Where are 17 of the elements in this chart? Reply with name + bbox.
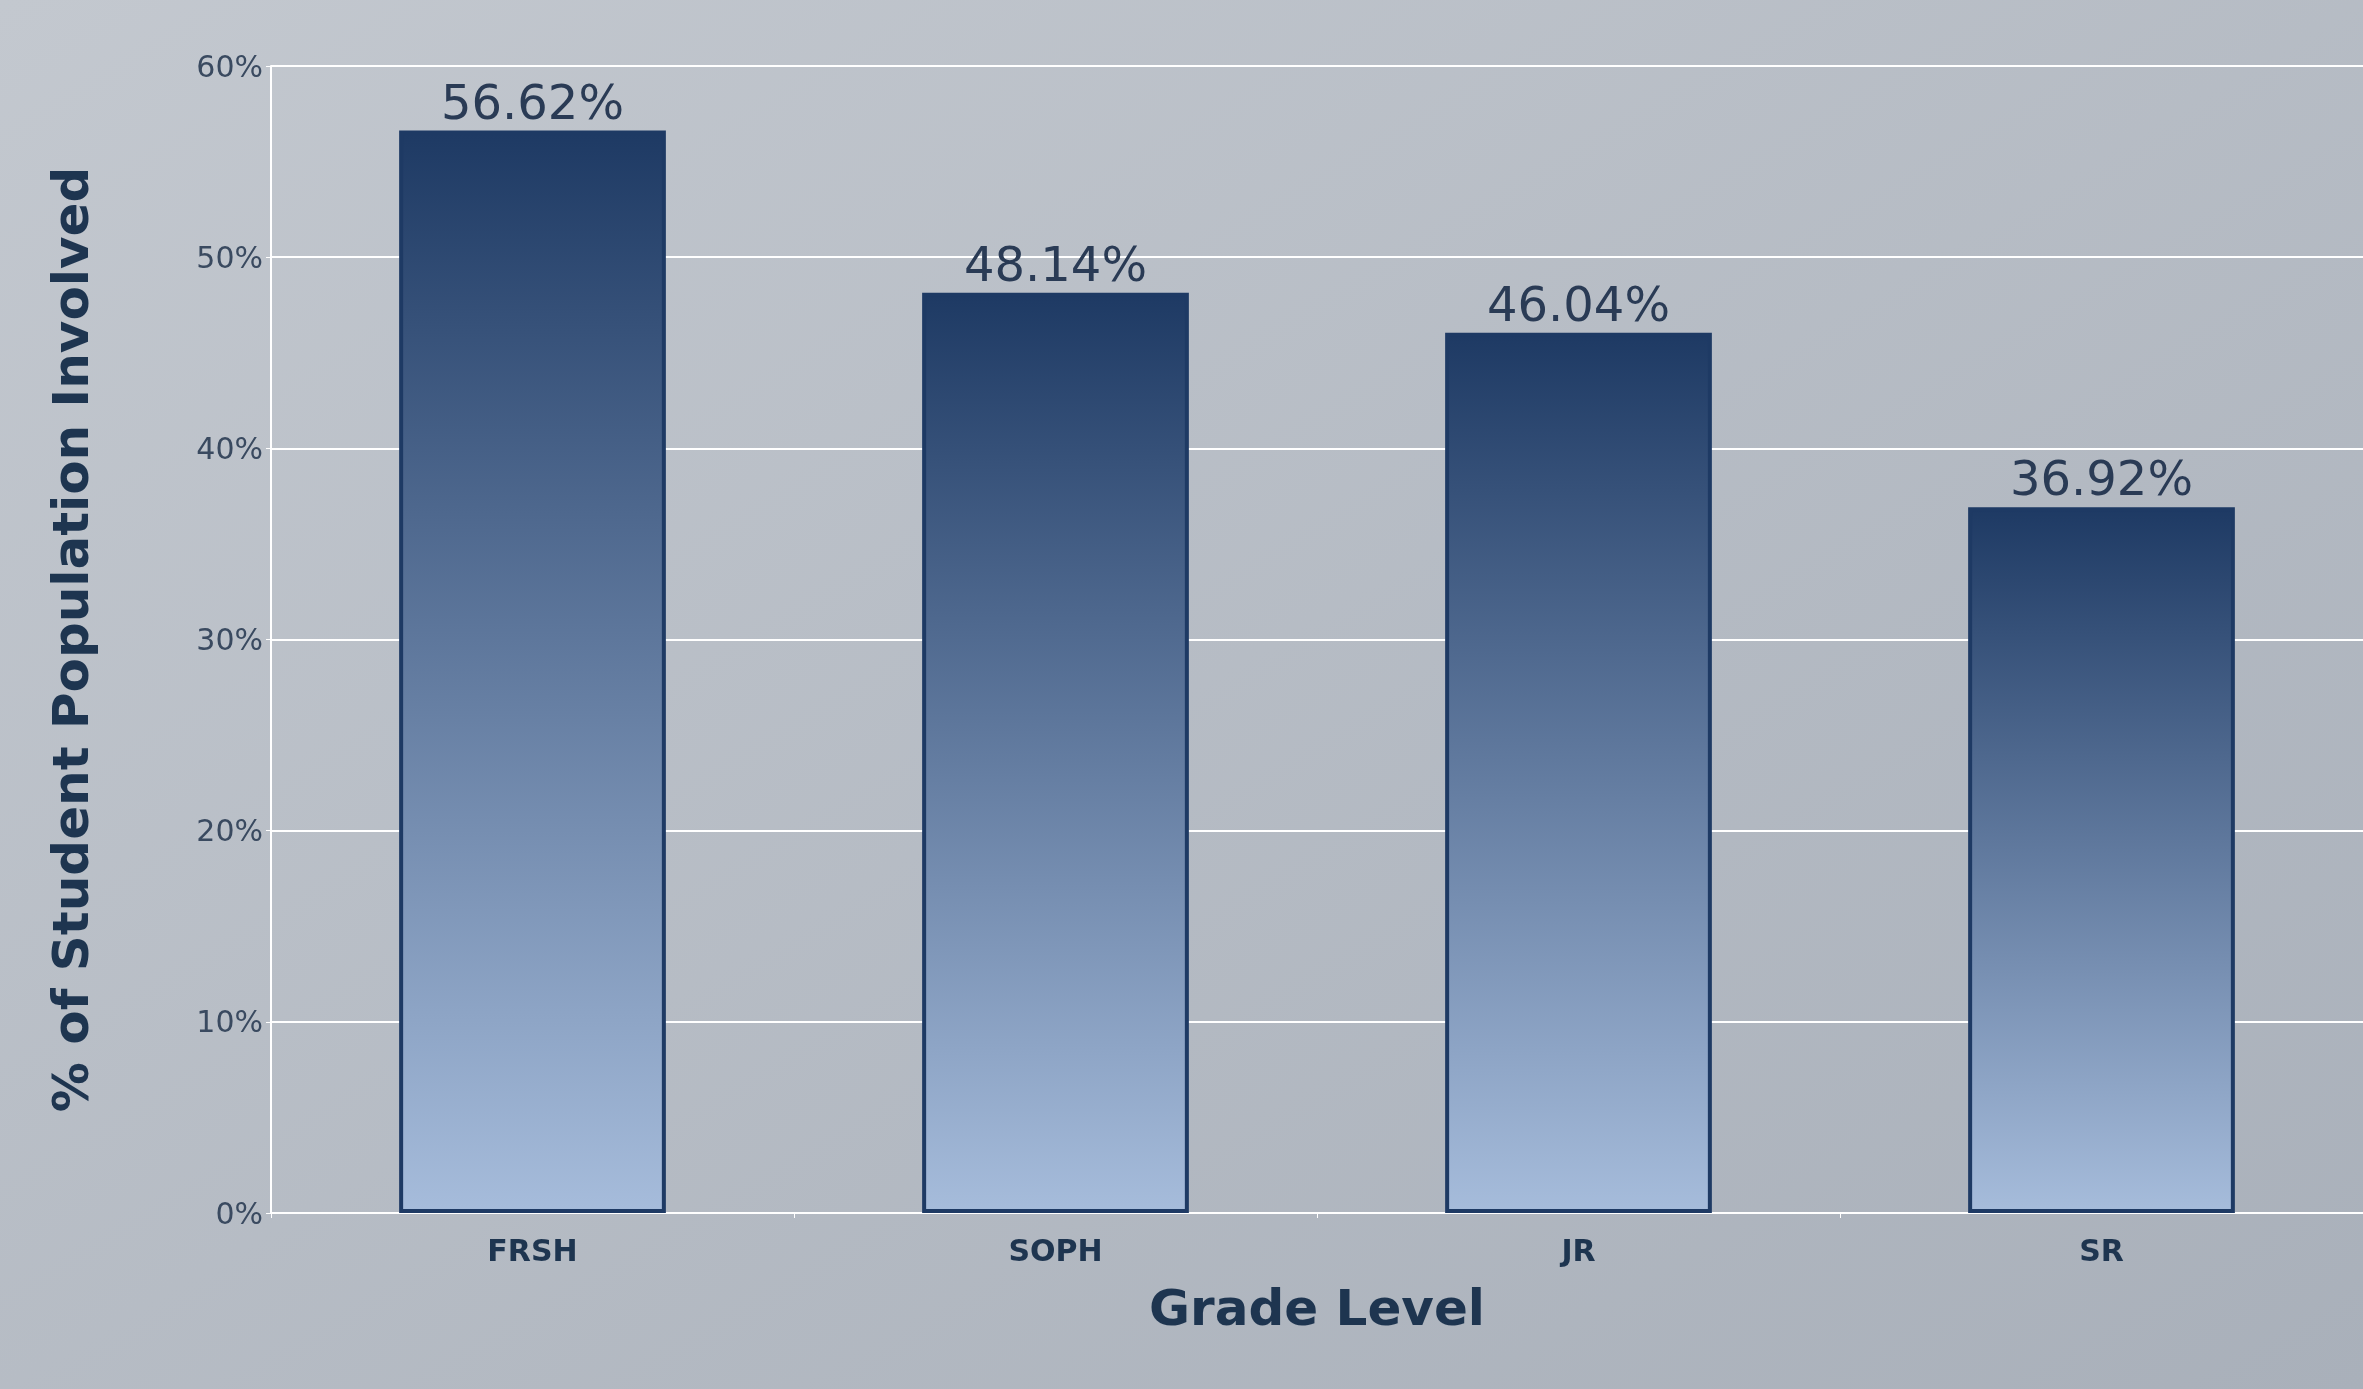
x-tick-label: JR xyxy=(1559,1232,1596,1268)
y-tick-label: 50% xyxy=(196,239,263,275)
x-axis-title: Grade Level xyxy=(1149,1279,1485,1337)
data-label: 48.14% xyxy=(963,235,1148,292)
data-label: 46.04% xyxy=(1486,275,1671,332)
data-label: 36.92% xyxy=(2009,450,2194,507)
y-axis-title: % of Student Population Involved xyxy=(42,166,100,1113)
y-tick-label: 10% xyxy=(196,1004,263,1040)
x-tick-label: SR xyxy=(2079,1232,2124,1268)
x-tick-label: SOPH xyxy=(1008,1232,1103,1268)
y-tick-label: 40% xyxy=(196,430,263,466)
y-tick-label: 0% xyxy=(215,1195,263,1231)
y-tick-label: 30% xyxy=(196,622,263,657)
data-label: 56.62% xyxy=(440,73,625,130)
x-tick-label: FRSH xyxy=(487,1232,578,1268)
y-tick-label: 20% xyxy=(196,813,263,849)
y-tick-label: 60% xyxy=(196,48,263,84)
